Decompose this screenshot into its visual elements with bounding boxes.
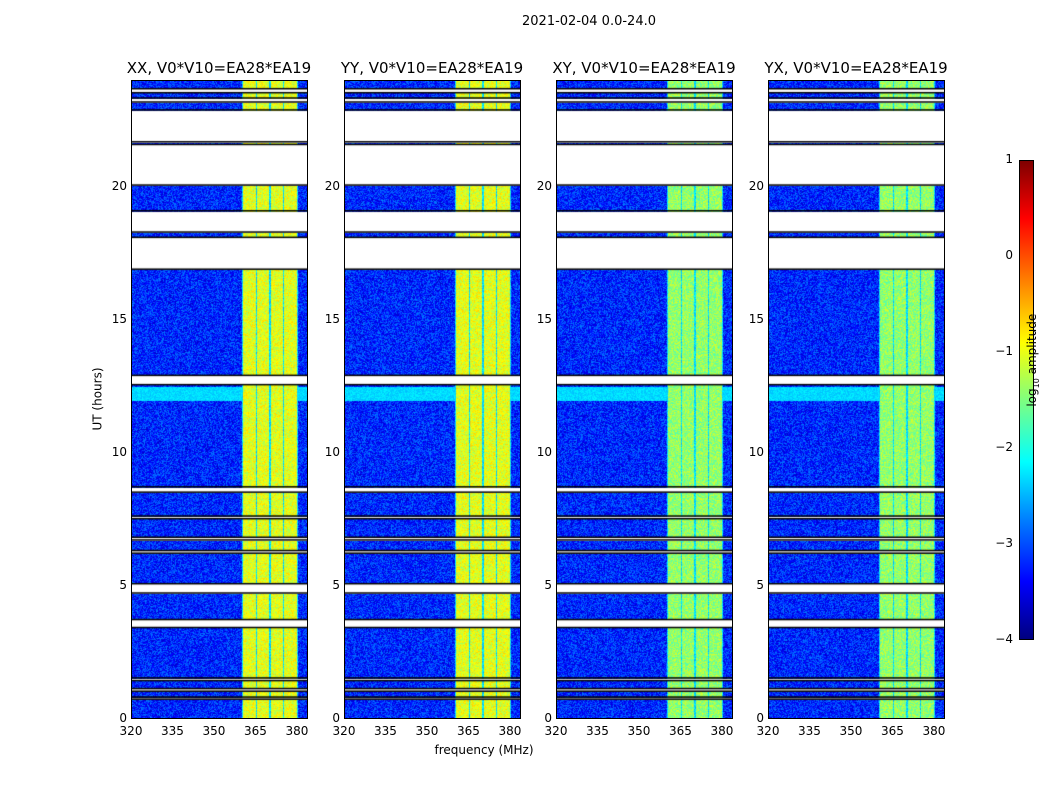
x-tick-label: 350: [415, 724, 439, 738]
x-tick-label: 380: [710, 724, 734, 738]
y-axis-label: UT (hours): [90, 367, 105, 431]
x-axis-label: frequency (MHz): [434, 743, 534, 757]
y-tick-label: 5: [756, 577, 764, 592]
panel-title: XX, V0*V10=EA28*EA19: [126, 59, 312, 77]
waterfall-panel-1: [344, 80, 521, 719]
x-tick-label: 335: [798, 724, 821, 738]
y-tick-label: 5: [332, 577, 340, 592]
y-tick-label: 20: [536, 178, 552, 193]
colorbar-tick-label: −2: [995, 440, 1013, 454]
y-tick-label: 0: [756, 711, 764, 725]
x-tick-label: 350: [627, 724, 651, 738]
panel-title: YX, V0*V10=EA28*EA19: [764, 59, 948, 77]
colorbar-tick-label: −4: [995, 632, 1013, 646]
y-tick-label: 10: [324, 444, 340, 459]
x-tick-label: 365: [244, 724, 267, 738]
y-tick-label: 0: [119, 711, 127, 725]
waterfall-panel-3: [768, 80, 945, 719]
x-tick-label: 335: [586, 724, 609, 738]
x-tick-label: 320: [544, 724, 568, 738]
x-tick-label: 380: [498, 724, 522, 738]
y-tick-label: 15: [324, 311, 340, 326]
waterfall-panel-0: [131, 80, 308, 719]
x-tick-label: 335: [374, 724, 397, 738]
y-tick-label: 20: [111, 178, 127, 193]
x-tick-label: 320: [119, 724, 143, 738]
y-tick-label: 20: [748, 178, 764, 193]
figure-title: 2021-02-04 0.0-24.0: [522, 14, 656, 29]
colorbar-tick-label: −1: [995, 344, 1013, 358]
x-tick-label: 335: [161, 724, 184, 738]
x-tick-label: 350: [839, 724, 863, 738]
y-tick-label: 10: [536, 444, 552, 459]
y-tick-label: 15: [536, 311, 552, 326]
x-tick-label: 365: [881, 724, 904, 738]
colorbar-tick-label: 1: [1005, 152, 1013, 166]
colorbar-tick-label: 0: [1005, 248, 1013, 262]
y-tick-label: 10: [111, 444, 127, 459]
x-tick-label: 320: [332, 724, 356, 738]
x-tick-label: 365: [669, 724, 692, 738]
y-tick-label: 5: [119, 577, 127, 592]
heatmap-image: [769, 81, 944, 718]
heatmap-image: [132, 81, 307, 718]
y-tick-label: 0: [544, 711, 552, 725]
colorbar: [1019, 160, 1034, 640]
y-tick-label: 15: [748, 311, 764, 326]
colorbar-tick-label: −3: [995, 536, 1013, 550]
x-tick-label: 350: [202, 724, 226, 738]
y-tick-label: 20: [324, 178, 340, 193]
x-tick-label: 320: [756, 724, 780, 738]
x-tick-label: 380: [285, 724, 309, 738]
y-tick-label: 0: [332, 711, 340, 725]
y-tick-label: 10: [748, 444, 764, 459]
y-tick-label: 5: [544, 577, 552, 592]
colorbar-label: log10 amplitude: [1024, 313, 1042, 407]
panel-title: XY, V0*V10=EA28*EA19: [552, 59, 736, 77]
panel-title: YY, V0*V10=EA28*EA19: [340, 59, 524, 77]
heatmap-image: [557, 81, 732, 718]
heatmap-image: [345, 81, 520, 718]
waterfall-panel-2: [556, 80, 733, 719]
x-tick-label: 380: [922, 724, 946, 738]
x-tick-label: 365: [457, 724, 480, 738]
y-tick-label: 15: [111, 311, 127, 326]
